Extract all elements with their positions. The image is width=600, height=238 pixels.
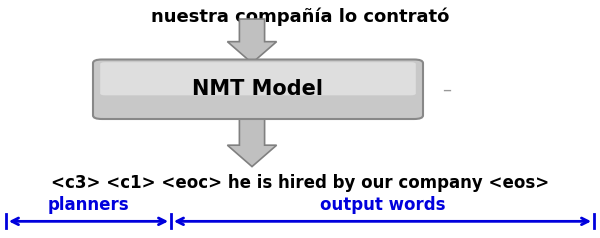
Text: –: – [443, 80, 452, 98]
Text: nuestra compañía lo contrató: nuestra compañía lo contrató [151, 7, 449, 26]
FancyBboxPatch shape [100, 62, 416, 95]
Polygon shape [227, 115, 277, 167]
Text: <c3> <c1> <eoc> he is hired by our company <eos>: <c3> <c1> <eoc> he is hired by our compa… [51, 174, 549, 192]
Text: output words: output words [320, 196, 445, 214]
FancyBboxPatch shape [93, 60, 423, 119]
Text: planners: planners [47, 196, 130, 214]
Text: NMT Model: NMT Model [193, 79, 323, 99]
Polygon shape [227, 19, 277, 63]
